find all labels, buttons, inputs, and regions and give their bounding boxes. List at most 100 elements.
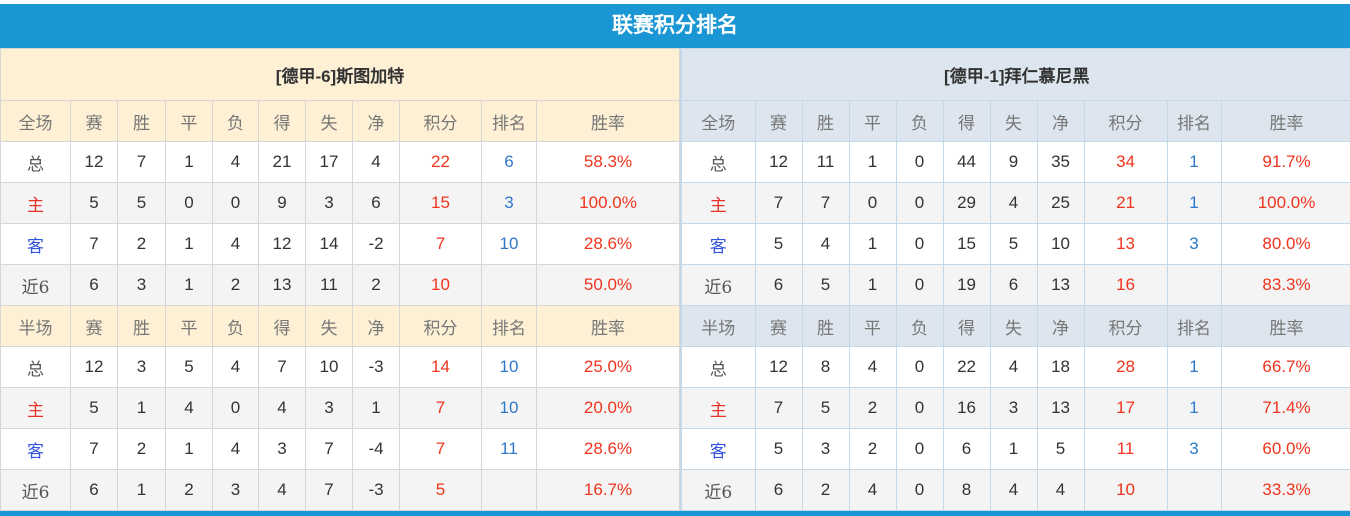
cell-goal-diff: 10 [1036,223,1085,265]
column-header-row: 半场赛胜平负得失净积分 排名 胜率 [0,305,681,347]
cell-win-rate: 33.3% [1220,469,1350,511]
cell-played: 7 [70,428,118,470]
column-header-played: 赛 [70,100,118,142]
cell-won: 3 [117,346,166,388]
column-header-goals-for: 得 [942,305,991,347]
cell-goal-diff: 25 [1036,182,1085,224]
cell-goals-against: 1 [989,428,1038,470]
cell-count: 主 [0,387,71,429]
cell-played: 12 [70,141,118,183]
column-header-played: 赛 [754,305,803,347]
column-header-won: 胜 [117,100,166,142]
cell-points: 10 [1083,469,1168,511]
cell-rank: 3 [1166,223,1222,265]
cell-won: 11 [801,141,850,183]
cell-rank: 1 [1166,141,1222,183]
table-row-total: 总 12 3 5 4 7 10 -3 14 10 25.0% [0,346,681,388]
cell-win-rate: 20.0% [535,387,681,429]
column-header-lost: 负 [895,305,944,347]
column-header-rank: 排名 [1166,305,1222,347]
table-row-away: 客 5 3 2 0 6 1 5 11 3 60.0% [680,428,1350,470]
column-header-row: 全场赛胜平负得失净积分 排名 胜率 [0,100,681,142]
column-header-rank: 排名 [481,100,537,142]
column-header-goals-against: 失 [305,305,353,347]
cell-win-rate: 58.3% [535,141,681,183]
cell-won: 3 [117,264,166,306]
cell-goals-for: 29 [942,182,991,224]
cell-goals-for: 13 [258,264,306,306]
cell-win-rate: 83.3% [1220,264,1350,306]
column-header-goals-for: 得 [258,100,306,142]
cell-rank: 1 [1166,387,1222,429]
table-row-last6: 近6 6 5 1 0 19 6 13 16 83.3% [680,264,1350,306]
cell-won: 2 [117,223,166,265]
cell-won: 7 [801,182,850,224]
cell-played: 12 [754,141,803,183]
cell-goals-against: 17 [305,141,353,183]
standings-panel: 联赛积分排名 [德甲-6]斯图加特 全场赛胜平负得失净积分 排名 胜率总 12 7 1 4 21… [0,4,1350,516]
column-header-goals-against: 失 [989,305,1038,347]
cell-played: 6 [754,264,803,306]
cell-goals-for: 9 [258,182,306,224]
cell-win-rate: 66.7% [1220,346,1350,388]
cell-won: 8 [801,346,850,388]
column-header-win-rate: 胜率 [1220,305,1350,347]
cell-drawn: 1 [165,223,213,265]
cell-lost: 0 [895,264,944,306]
column-header-played: 赛 [70,305,118,347]
table-row-away: 客 7 2 1 4 3 7 -4 7 11 28.6% [0,428,681,470]
table-row-home: 主 5 1 4 0 4 3 1 7 10 20.0% [0,387,681,429]
table-row-home: 主 5 5 0 0 9 3 6 15 3 100.0% [0,182,681,224]
cell-goal-diff: 5 [1036,428,1085,470]
cell-goals-against: 4 [989,182,1038,224]
cell-count: 近6 [0,264,71,306]
cell-rank: 10 [481,346,537,388]
cell-drawn: 4 [848,469,897,511]
cell-rank [1166,264,1222,306]
cell-points: 7 [399,223,482,265]
cell-count: 总 [680,346,756,388]
cell-points: 7 [399,428,482,470]
team-name: [德甲-1]拜仁慕尼黑 [680,48,1350,101]
cell-goals-against: 4 [989,346,1038,388]
table-row-away: 客 7 2 1 4 12 14 -2 7 10 28.6% [0,223,681,265]
cell-lost: 4 [212,141,259,183]
table-row-last6: 近6 6 2 4 0 8 4 4 10 33.3% [680,469,1350,511]
cell-lost: 0 [212,387,259,429]
cell-lost: 4 [212,223,259,265]
column-header-goals-for: 得 [942,100,991,142]
column-header-drawn: 平 [165,305,213,347]
cell-goal-diff: 2 [352,264,400,306]
cell-goals-for: 8 [942,469,991,511]
cell-goals-for: 15 [942,223,991,265]
cell-played: 5 [70,182,118,224]
section-label: 全场 [0,100,71,142]
cell-count: 客 [0,428,71,470]
cell-rank: 6 [481,141,537,183]
cell-points: 22 [399,141,482,183]
cell-goals-for: 19 [942,264,991,306]
cell-goal-diff: -3 [352,346,400,388]
cell-lost: 0 [895,469,944,511]
cell-goals-for: 22 [942,346,991,388]
cell-rank: 1 [1166,346,1222,388]
cell-count: 客 [0,223,71,265]
cell-played: 12 [70,346,118,388]
cell-goal-diff: 35 [1036,141,1085,183]
cell-drawn: 1 [165,264,213,306]
column-header-goal-diff: 净 [1036,305,1085,347]
cell-count: 近6 [0,469,71,511]
column-header-goals-for: 得 [258,305,306,347]
cell-goals-against: 10 [305,346,353,388]
column-header-goals-against: 失 [305,100,353,142]
column-header-lost: 负 [212,305,259,347]
column-header-rank: 排名 [481,305,537,347]
cell-goals-for: 4 [258,469,306,511]
cell-count: 总 [0,346,71,388]
cell-goals-against: 6 [989,264,1038,306]
cell-drawn: 1 [165,141,213,183]
column-header-rank: 排名 [1166,100,1222,142]
cell-won: 5 [117,182,166,224]
cell-won: 5 [801,264,850,306]
cell-goals-against: 7 [305,428,353,470]
